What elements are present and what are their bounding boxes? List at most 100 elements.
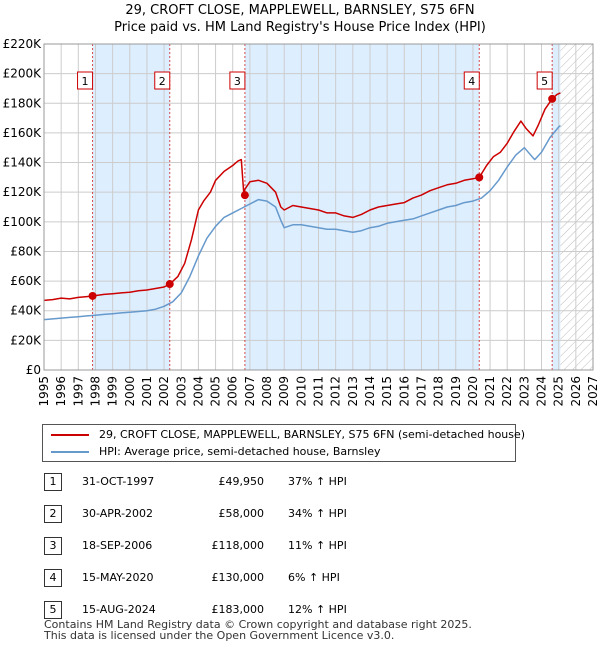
x-tick-label: 2021 [483,376,497,407]
x-tick-label: 2027 [586,376,600,407]
y-tick-label: £180K [3,96,43,110]
x-tick-label: 2006 [226,376,240,407]
table-row: 5 15-AUG-2024 £183,000 12% ↑ HPI [44,600,384,620]
title-line-1: 29, CROFT CLOSE, MAPPLEWELL, BARNSLEY, S… [125,3,475,18]
sale-price: £183,000 [211,603,265,616]
property-series-line [43,92,561,302]
x-tick-label: 2003 [174,376,188,407]
sale-label-number: 5 [541,75,548,88]
table-row: 2 30-APR-2002 £58,000 34% ↑ HPI [44,504,384,524]
sale-label-box [536,71,553,90]
y-tick-label: £20K [10,333,42,347]
sale-point [475,173,484,182]
x-tick-label: 2025 [552,376,566,407]
x-tick-label: 2014 [363,376,377,407]
x-tick-label: 2007 [243,376,257,407]
ownership-shade [92,44,170,370]
hpi-series-line [43,124,561,321]
sale-label-number: 1 [82,75,89,88]
chart-title: 29, CROFT CLOSE, MAPPLEWELL, BARNSLEY, S… [0,2,600,36]
sale-number-badge: 2 [44,505,62,523]
sale-number-badge: 3 [44,537,62,555]
sale-price: £118,000 [211,539,265,552]
sale-hpi-change: 6% ↑ HPI [288,571,340,584]
x-tick-label: 2017 [414,376,428,407]
x-tick-label: 2004 [191,376,205,407]
x-tick-label: 2019 [449,376,463,407]
x-tick-label: 2011 [312,376,326,407]
sale-date: 15-MAY-2020 [82,571,154,584]
sale-point [548,94,557,103]
price-chart: 1 2 3 4 5 £0 £20K £40K £60K £80K £100K £120K £140K £… [3,37,600,407]
x-tick-label: 1997 [71,376,85,407]
y-tick-label: £120K [3,185,43,199]
sale-date: 30-APR-2002 [82,507,154,520]
table-row: 3 18-SEP-2006 £118,000 11% ↑ HPI [44,536,384,556]
y-tick-label: £200K [3,67,43,81]
title-line-2: Price paid vs. HM Land Registry's House … [114,20,486,35]
sale-label-box [154,71,171,90]
x-tick-label: 2012 [329,376,343,407]
x-tick-label: 2015 [380,376,394,407]
footer-line-1: Contains HM Land Registry data © Crown c… [44,618,472,631]
x-tick-label: 2026 [569,376,583,407]
sale-label-box [77,71,94,90]
sale-label-box [229,71,246,90]
x-tick-label: 2001 [140,376,154,407]
legend-swatch-hpi [51,451,89,453]
legend: 29, CROFT CLOSE, MAPPLEWELL, BARNSLEY, S… [42,424,525,462]
sale-price: £58,000 [218,507,265,520]
y-tick-label: £0 [26,363,41,377]
y-tick-label: £60K [10,274,42,288]
table-row: 1 31-OCT-1997 £49,950 37% ↑ HPI [44,472,384,492]
legend-label-property: 29, CROFT CLOSE, MAPPLEWELL, BARNSLEY, S… [99,428,526,441]
y-tick-label: £160K [3,126,43,140]
x-tick-label: 2010 [294,376,308,407]
footer-line-2: This data is licensed under the Open Gov… [44,629,395,642]
sale-date: 18-SEP-2006 [82,539,153,552]
sale-point [88,291,97,300]
y-tick-label: £80K [10,244,42,258]
sale-number-badge: 4 [44,569,62,587]
legend-label-hpi: HPI: Average price, semi-detached house,… [99,445,381,458]
x-tick-label: 2013 [346,376,360,407]
x-tick-label: 2020 [466,376,480,407]
sale-price: £130,000 [211,571,265,584]
x-tick-label: 2024 [535,376,549,407]
sale-hpi-change: 11% ↑ HPI [288,539,347,552]
x-tick-label: 1995 [37,376,51,407]
footer-attribution: Contains HM Land Registry data © Crown c… [44,619,472,641]
x-tick-label: 2009 [277,376,291,407]
sale-point [240,191,249,200]
y-tick-label: £40K [10,304,42,318]
sale-point [165,280,174,289]
x-tick-label: 2008 [260,376,274,407]
x-tick-label: 2000 [123,376,137,407]
sale-hpi-change: 34% ↑ HPI [288,507,347,520]
sale-date: 15-AUG-2024 [82,603,156,616]
plot-frame [43,43,594,371]
y-tick-label: £220K [3,37,43,51]
legend-swatch-property [51,434,89,436]
sale-label-number: 3 [234,75,241,88]
x-tick-label: 2022 [500,376,514,407]
sale-label-number: 2 [159,75,166,88]
sale-label-box [463,71,480,90]
x-tick-label: 2023 [517,376,531,407]
sale-number-badge: 1 [44,473,62,491]
sale-hpi-change: 37% ↑ HPI [288,475,347,488]
y-tick-label: £100K [3,215,43,229]
sale-date: 31-OCT-1997 [82,475,155,488]
ownership-shade [552,44,561,370]
table-row: 4 15-MAY-2020 £130,000 6% ↑ HPI [44,568,384,588]
sale-label-number: 4 [468,75,475,88]
x-tick-label: 1996 [54,376,68,407]
forecast-hatch [560,44,593,370]
sale-price: £49,950 [218,475,265,488]
x-tick-label: 1999 [106,376,120,407]
x-tick-label: 2002 [157,376,171,407]
x-tick-label: 2016 [397,376,411,407]
sale-hpi-change: 12% ↑ HPI [288,603,347,616]
y-tick-label: £140K [3,156,43,170]
sale-number-badge: 5 [44,601,62,619]
